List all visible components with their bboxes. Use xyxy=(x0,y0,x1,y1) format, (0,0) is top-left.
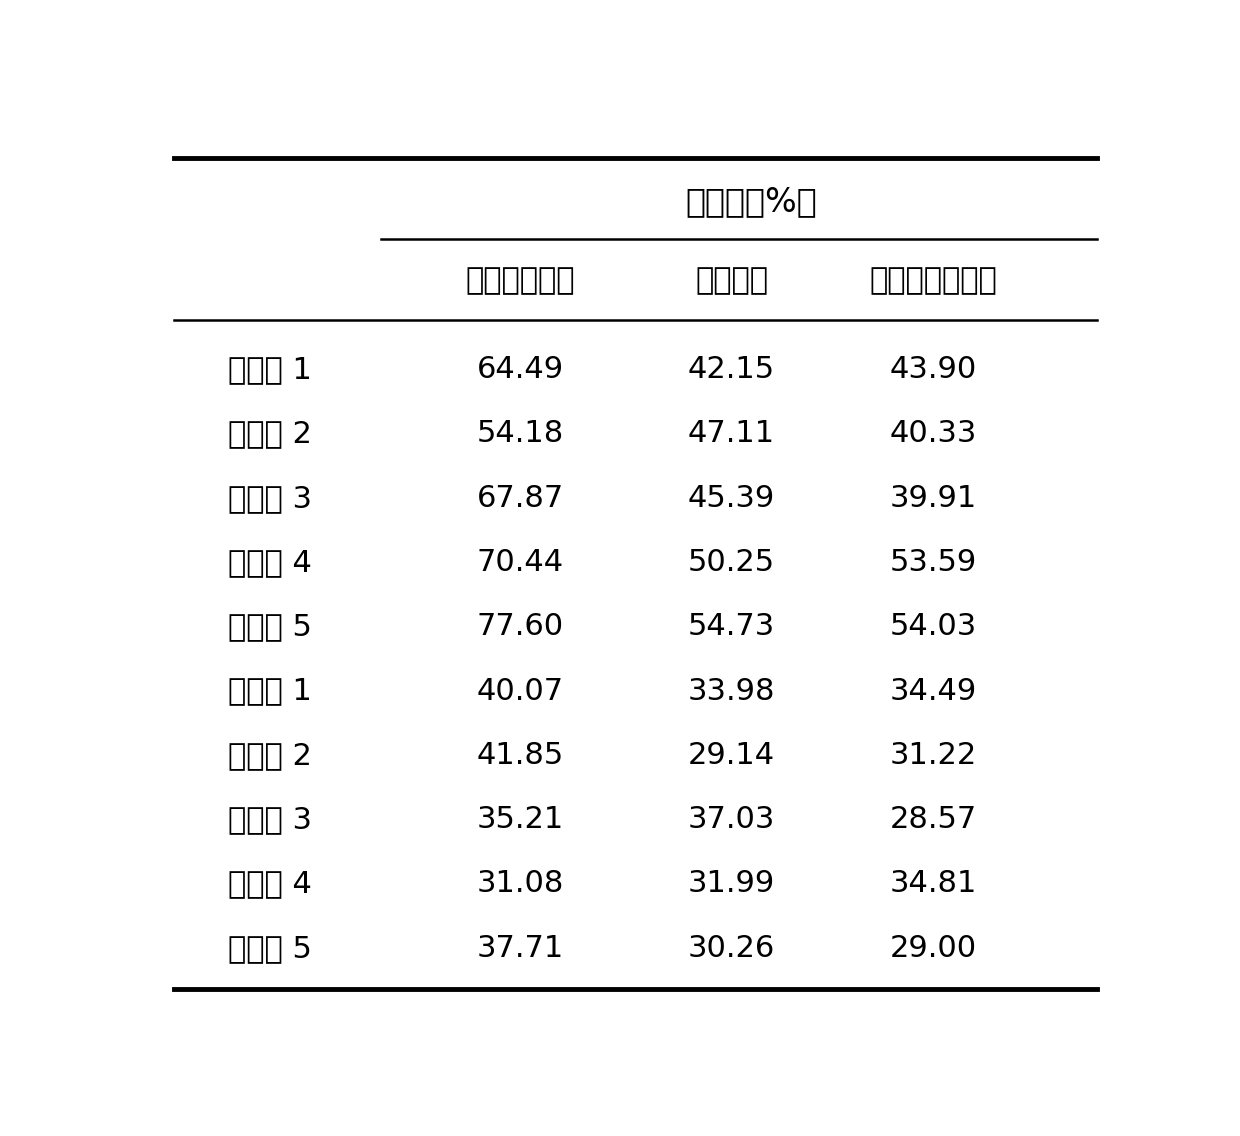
Text: 54.73: 54.73 xyxy=(688,612,775,642)
Text: 64.49: 64.49 xyxy=(476,356,564,384)
Text: 实施例 2: 实施例 2 xyxy=(228,419,312,449)
Text: 40.33: 40.33 xyxy=(890,419,977,449)
Text: 47.11: 47.11 xyxy=(688,419,775,449)
Text: 对照例 4: 对照例 4 xyxy=(228,869,312,899)
Text: 54.03: 54.03 xyxy=(890,612,977,642)
Text: 42.15: 42.15 xyxy=(688,356,775,384)
Text: 77.60: 77.60 xyxy=(476,612,564,642)
Text: 34.81: 34.81 xyxy=(890,869,977,899)
Text: 31.99: 31.99 xyxy=(688,869,775,899)
Text: 45.39: 45.39 xyxy=(688,484,775,512)
Text: 29.00: 29.00 xyxy=(890,934,977,963)
Text: 39.91: 39.91 xyxy=(890,484,977,512)
Text: 金黄色葡萄球菌: 金黄色葡萄球菌 xyxy=(869,266,997,295)
Text: 67.87: 67.87 xyxy=(476,484,564,512)
Text: 33.98: 33.98 xyxy=(688,677,775,705)
Text: 30.26: 30.26 xyxy=(688,934,775,963)
Text: 43.90: 43.90 xyxy=(890,356,977,384)
Text: 40.07: 40.07 xyxy=(476,677,564,705)
Text: 对照例 1: 对照例 1 xyxy=(228,677,312,705)
Text: 对照例 5: 对照例 5 xyxy=(228,934,312,963)
Text: 41.85: 41.85 xyxy=(476,741,564,770)
Text: 70.44: 70.44 xyxy=(476,548,564,577)
Text: 35.21: 35.21 xyxy=(476,805,564,834)
Text: 28.57: 28.57 xyxy=(890,805,977,834)
Text: 实施例 4: 实施例 4 xyxy=(228,548,312,577)
Text: 对照例 2: 对照例 2 xyxy=(228,741,312,770)
Text: 大肠杆菌: 大肠杆菌 xyxy=(696,266,768,295)
Text: 实施例 3: 实施例 3 xyxy=(228,484,312,512)
Text: 对照例 3: 对照例 3 xyxy=(228,805,312,834)
Text: 实施例 1: 实施例 1 xyxy=(228,356,312,384)
Text: 50.25: 50.25 xyxy=(688,548,775,577)
Text: 37.03: 37.03 xyxy=(688,805,775,834)
Text: 54.18: 54.18 xyxy=(476,419,564,449)
Text: 53.59: 53.59 xyxy=(890,548,977,577)
Text: 29.14: 29.14 xyxy=(688,741,775,770)
Text: 37.71: 37.71 xyxy=(476,934,564,963)
Text: 痤疮丙酸杆菌: 痤疮丙酸杆菌 xyxy=(465,266,575,295)
Text: 31.22: 31.22 xyxy=(890,741,977,770)
Text: 34.49: 34.49 xyxy=(890,677,977,705)
Text: 抑菌率（%）: 抑菌率（%） xyxy=(684,185,817,218)
Text: 实施例 5: 实施例 5 xyxy=(228,612,312,642)
Text: 31.08: 31.08 xyxy=(476,869,564,899)
